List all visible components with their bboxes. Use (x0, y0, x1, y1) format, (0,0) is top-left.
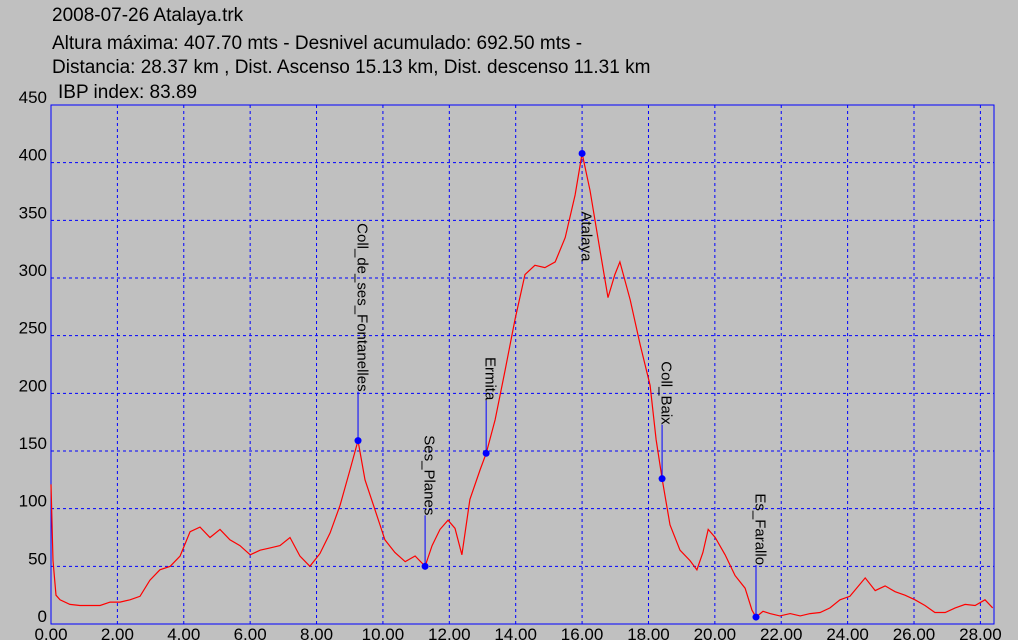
waypoint-label: Atalaya (578, 211, 595, 262)
y-tick-label: 350 (19, 203, 47, 222)
y-tick-label: 50 (28, 549, 47, 568)
x-tick-label: 24.00 (826, 625, 869, 640)
x-tick-label: 12.00 (428, 625, 471, 640)
y-tick-label: 300 (19, 261, 47, 280)
waypoint-marker (354, 437, 362, 445)
x-tick-label: 16.00 (561, 625, 604, 640)
y-tick-label: 250 (19, 319, 47, 338)
title-line: IBP index: 83.89 (58, 82, 197, 103)
x-tick-label: 20.00 (694, 625, 737, 640)
waypoint-marker (752, 613, 760, 621)
waypoint-marker (658, 475, 666, 483)
title-line: Distancia: 28.37 km , Dist. Ascenso 15.1… (52, 57, 650, 78)
x-tick-label: 18.00 (627, 625, 670, 640)
plot-frame (50, 104, 995, 625)
waypoint-label: Es_Farallo (752, 493, 769, 565)
y-tick-label: 400 (19, 146, 47, 165)
waypoint-label: Coll_de_ses_Fontanelles (354, 223, 371, 391)
waypoint-label: Ses_Planes (421, 435, 438, 515)
x-tick-label: 22.00 (760, 625, 803, 640)
elevation-line (50, 153, 994, 619)
x-tick-label: 2.00 (101, 625, 134, 640)
waypoint-label: Ermita (482, 357, 499, 401)
x-tick-label: 4.00 (167, 625, 200, 640)
x-tick-label: 28.00 (959, 625, 1002, 640)
y-tick-label: 450 (19, 88, 47, 107)
waypoint-marker (578, 149, 586, 157)
y-tick-label: 0 (38, 607, 47, 626)
y-tick-label: 200 (19, 376, 47, 395)
x-tick-label: 8.00 (300, 625, 333, 640)
waypoint-marker (482, 449, 490, 457)
y-tick-label: 150 (19, 434, 47, 453)
x-tick-label: 6.00 (234, 625, 267, 640)
x-tick-label: 0.00 (34, 625, 67, 640)
title-line: 2008-07-26 Atalaya.trk (52, 5, 244, 26)
waypoint-label: Coll_Baix (658, 361, 675, 425)
waypoint-marker (421, 562, 429, 570)
title-line: Altura máxima: 407.70 mts - Desnivel acu… (52, 33, 582, 54)
y-tick-label: 100 (19, 492, 47, 511)
x-tick-label: 10.00 (362, 625, 405, 640)
x-tick-label: 26.00 (893, 625, 936, 640)
x-tick-label: 14.00 (494, 625, 537, 640)
